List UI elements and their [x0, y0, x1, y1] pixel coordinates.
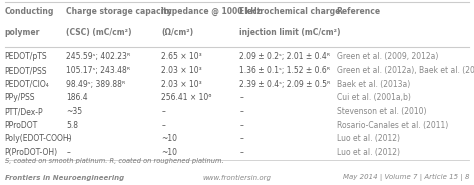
Text: –: – — [161, 121, 165, 130]
Text: PProDOT: PProDOT — [5, 121, 38, 130]
Text: 2.09 ± 0.2ˢ; 2.01 ± 0.4ᴿ: 2.09 ± 0.2ˢ; 2.01 ± 0.4ᴿ — [239, 52, 330, 61]
Text: ~10: ~10 — [161, 134, 177, 143]
Text: –: – — [239, 121, 243, 130]
Text: –: – — [66, 134, 70, 143]
Text: ~10: ~10 — [161, 148, 177, 157]
Text: 2.65 × 10³: 2.65 × 10³ — [161, 52, 202, 61]
Text: –: – — [239, 93, 243, 102]
Text: –: – — [239, 107, 243, 116]
Text: PTT/Dex-P: PTT/Dex-P — [5, 107, 43, 116]
Text: 186.4: 186.4 — [66, 93, 88, 102]
Text: 2.03 × 10³: 2.03 × 10³ — [161, 66, 202, 75]
Text: Reference: Reference — [337, 7, 381, 16]
Text: 98.49ˢ; 389.88ᴿ: 98.49ˢ; 389.88ᴿ — [66, 80, 126, 89]
Text: –: – — [66, 148, 70, 157]
Text: 2.39 ± 0.4ˢ; 2.09 ± 0.5ᴿ: 2.39 ± 0.4ˢ; 2.09 ± 0.5ᴿ — [239, 80, 331, 89]
Text: Poly(EDOT-COOH): Poly(EDOT-COOH) — [5, 134, 73, 143]
Text: Electrochemical charge: Electrochemical charge — [239, 7, 341, 16]
Text: S, coated on smooth platinum. R, coated on roughened platinum.: S, coated on smooth platinum. R, coated … — [5, 158, 223, 164]
Text: 2.03 × 10³: 2.03 × 10³ — [161, 80, 202, 89]
Text: Green et al. (2009, 2012a): Green et al. (2009, 2012a) — [337, 52, 438, 61]
Text: Stevenson et al. (2010): Stevenson et al. (2010) — [337, 107, 426, 116]
Text: 105.17ˢ; 243.48ᴿ: 105.17ˢ; 243.48ᴿ — [66, 66, 130, 75]
Text: May 2014 | Volume 7 | Article 15 | 8: May 2014 | Volume 7 | Article 15 | 8 — [343, 174, 469, 181]
Text: Rosario-Canales et al. (2011): Rosario-Canales et al. (2011) — [337, 121, 448, 130]
Text: PPy/PSS: PPy/PSS — [5, 93, 35, 102]
Text: 1.36 ± 0.1ˢ; 1.52 ± 0.6ᴿ: 1.36 ± 0.1ˢ; 1.52 ± 0.6ᴿ — [239, 66, 330, 75]
Text: Green et al. (2012a), Baek et al. (2013a): Green et al. (2012a), Baek et al. (2013a… — [337, 66, 474, 75]
Text: 256.41 × 10⁶: 256.41 × 10⁶ — [161, 93, 211, 102]
Text: PEDOT/PSS: PEDOT/PSS — [5, 66, 47, 75]
Text: Cui et al. (2001a,b): Cui et al. (2001a,b) — [337, 93, 410, 102]
Text: (Ω/cm²): (Ω/cm²) — [161, 28, 193, 37]
Text: Frontiers in Neuroengineering: Frontiers in Neuroengineering — [5, 175, 124, 181]
Text: PEDOT/ClO₄: PEDOT/ClO₄ — [5, 80, 49, 89]
Text: Luo et al. (2012): Luo et al. (2012) — [337, 134, 400, 143]
Text: PEDOT/pTS: PEDOT/pTS — [5, 52, 47, 61]
Text: Luo et al. (2012): Luo et al. (2012) — [337, 148, 400, 157]
Text: Baek et al. (2013a): Baek et al. (2013a) — [337, 80, 410, 89]
Text: ~35: ~35 — [66, 107, 82, 116]
Text: Conducting: Conducting — [5, 7, 54, 16]
Text: Charge storage capacity: Charge storage capacity — [66, 7, 172, 16]
Text: www.frontiersin.org: www.frontiersin.org — [202, 175, 272, 181]
Text: 5.8: 5.8 — [66, 121, 78, 130]
Text: –: – — [239, 148, 243, 157]
Text: P(ProDOT-OH): P(ProDOT-OH) — [5, 148, 58, 157]
Text: (CSC) (mC/cm²): (CSC) (mC/cm²) — [66, 28, 132, 37]
Text: Impedance @ 1000 kHz: Impedance @ 1000 kHz — [161, 7, 261, 16]
Text: –: – — [161, 107, 165, 116]
Text: polymer: polymer — [5, 28, 40, 37]
Text: –: – — [239, 134, 243, 143]
Text: 245.59ˢ; 402.23ᴿ: 245.59ˢ; 402.23ᴿ — [66, 52, 131, 61]
Text: injection limit (mC/cm²): injection limit (mC/cm²) — [239, 28, 341, 37]
